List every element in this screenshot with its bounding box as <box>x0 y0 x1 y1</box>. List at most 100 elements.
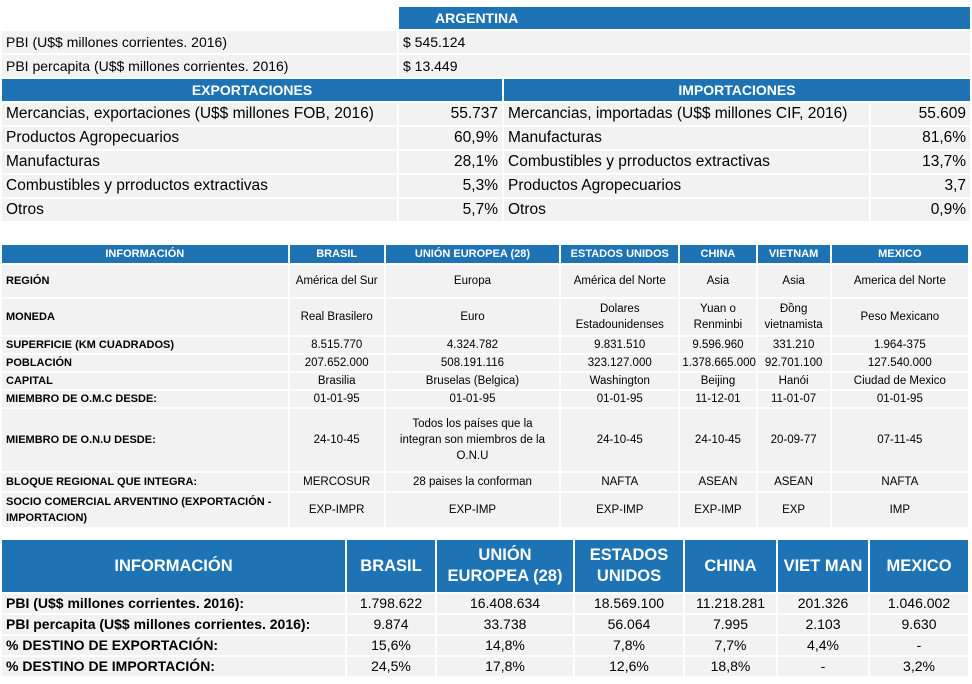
cell: 1.046.002 <box>870 594 968 613</box>
col-header: ESTADOS UNIDOS <box>561 245 679 263</box>
row-label: POBLACIÓN <box>2 355 288 371</box>
col-header: INFORMACIÓN <box>2 540 345 592</box>
row-label: % DESTINO DE IMPORTACIÓN: <box>2 657 345 676</box>
cell: Real Brasilero <box>289 299 384 335</box>
cell: America del Norte <box>831 265 968 297</box>
cell: 28 paises la conforman <box>385 473 560 491</box>
cell: 01-01-95 <box>561 391 679 407</box>
cell: América del Sur <box>289 265 384 297</box>
cell: 12,6% <box>575 657 683 676</box>
cell: Europa <box>385 265 560 297</box>
cell: 15,6% <box>347 636 435 655</box>
cell: Đồng vietnamista <box>757 299 830 335</box>
cell: NAFTA <box>831 473 968 491</box>
cell: 207.652.000 <box>289 355 384 371</box>
import-value: 55.609 <box>871 103 971 125</box>
table-row: % DESTINO DE IMPORTACIÓN: 24,5% 17,8% 12… <box>2 657 968 676</box>
import-value: 81,6% <box>871 127 971 149</box>
cell: Todos los países que la integran son mie… <box>385 409 560 471</box>
table-row: % DESTINO DE EXPORTACIÓN: 15,6% 14,8% 7,… <box>2 636 968 655</box>
row-label: SOCIO COMERCIAL ARVENTINO (EXPORTACIÓN -… <box>2 493 288 527</box>
cell: 9.831.510 <box>561 337 679 353</box>
col-header: VIET MAN <box>778 540 868 592</box>
table-row: MONEDA Real Brasilero Euro Dolares Estad… <box>2 299 968 335</box>
cell: 2.103 <box>778 615 868 634</box>
cell: 1.964-375 <box>831 337 968 353</box>
import-label: Mercancias, importadas (U$$ millones CIF… <box>504 103 869 125</box>
col-header: MEXICO <box>831 245 968 263</box>
argentina-table: ARGENTINA PBI (U$$ millones corrientes. … <box>0 5 972 223</box>
row-label: CAPITAL <box>2 373 288 389</box>
cell: 201.326 <box>778 594 868 613</box>
cell: Euro <box>385 299 560 335</box>
info-header-row: INFORMACIÓN BRASIL UNIÓN EUROPEA (28) ES… <box>2 245 968 263</box>
import-label: Otros <box>504 199 869 221</box>
cell: Bruselas (Belgica) <box>385 373 560 389</box>
cell: EXP-IMP <box>680 493 756 527</box>
import-value: 13,7% <box>871 151 971 173</box>
cell: 24,5% <box>347 657 435 676</box>
cell: 11.218.281 <box>685 594 776 613</box>
cell: 331.210 <box>757 337 830 353</box>
row-label: % DESTINO DE EXPORTACIÓN: <box>2 636 345 655</box>
col-header: VIETNAM <box>757 245 830 263</box>
col-header: MEXICO <box>870 540 968 592</box>
table-row: SUPERFICIE (KM CUADRADOS) 8.515.770 4.32… <box>2 337 968 353</box>
export-label: Productos Agropecuarios <box>2 127 397 149</box>
cell: ASEAN <box>680 473 756 491</box>
cell: 7.995 <box>685 615 776 634</box>
col-header: UNIÓN EUROPEA (28) <box>385 245 560 263</box>
cell: EXP <box>757 493 830 527</box>
cell: 11-01-07 <box>757 391 830 407</box>
cell: 7,8% <box>575 636 683 655</box>
cell: Yuan o Renminbi <box>680 299 756 335</box>
cell: 4,4% <box>778 636 868 655</box>
cell: 1.378.665.000 <box>680 355 756 371</box>
economic-table: INFORMACIÓN BRASIL UNIÓN EUROPEA (28) ES… <box>0 538 970 678</box>
cell: 3,2% <box>870 657 968 676</box>
trade-row: Combustibles y prroductos extractivas 5,… <box>2 175 971 197</box>
cell: 01-01-95 <box>831 391 968 407</box>
cell: NAFTA <box>561 473 679 491</box>
cell: 01-01-95 <box>385 391 560 407</box>
cell: 33.738 <box>437 615 573 634</box>
cell: - <box>778 657 868 676</box>
table-row: REGIÓN América del Sur Europa América de… <box>2 265 968 297</box>
cell: 24-10-45 <box>680 409 756 471</box>
table-row: SOCIO COMERCIAL ARVENTINO (EXPORTACIÓN -… <box>2 493 968 527</box>
import-label: Manufacturas <box>504 127 869 149</box>
export-value: 55.737 <box>399 103 502 125</box>
row-label: REGIÓN <box>2 265 288 297</box>
row-label: BLOQUE REGIONAL QUE INTEGRA: <box>2 473 288 491</box>
import-label: Combustibles y prroductos extractivas <box>504 151 869 173</box>
col-header: BRASIL <box>347 540 435 592</box>
row-label: PBI percapita (U$$ millones corrientes. … <box>2 615 345 634</box>
percapita-value: $ 13.449 <box>399 55 971 77</box>
exportaciones-header: EXPORTACIONES <box>2 79 502 101</box>
cell: ASEAN <box>757 473 830 491</box>
cell: 16.408.634 <box>437 594 573 613</box>
trade-row: Manufacturas 28,1% Combustibles y prrodu… <box>2 151 971 173</box>
cell: 18.569.100 <box>575 594 683 613</box>
import-value: 0,9% <box>871 199 971 221</box>
table-row: PBI percapita (U$$ millones corrientes. … <box>2 615 968 634</box>
cell: Washington <box>561 373 679 389</box>
cell: 7,7% <box>685 636 776 655</box>
row-label: MIEMBRO DE O.M.C DESDE: <box>2 391 288 407</box>
export-value: 60,9% <box>399 127 502 149</box>
cell: 24-10-45 <box>561 409 679 471</box>
export-label: Otros <box>2 199 397 221</box>
cell: - <box>870 636 968 655</box>
cell: Beijing <box>680 373 756 389</box>
row-label: MIEMBRO DE O.N.U DESDE: <box>2 409 288 471</box>
col-header: INFORMACIÓN <box>2 245 288 263</box>
export-label: Manufacturas <box>2 151 397 173</box>
econ-header-row: INFORMACIÓN BRASIL UNIÓN EUROPEA (28) ES… <box>2 540 968 592</box>
cell: Asia <box>680 265 756 297</box>
cell: IMP <box>831 493 968 527</box>
cell: Asia <box>757 265 830 297</box>
percapita-row: PBI percapita (U$$ millones corrientes. … <box>2 55 971 77</box>
cell: 323.127.000 <box>561 355 679 371</box>
cell: 1.798.622 <box>347 594 435 613</box>
import-label: Productos Agropecuarios <box>504 175 869 197</box>
